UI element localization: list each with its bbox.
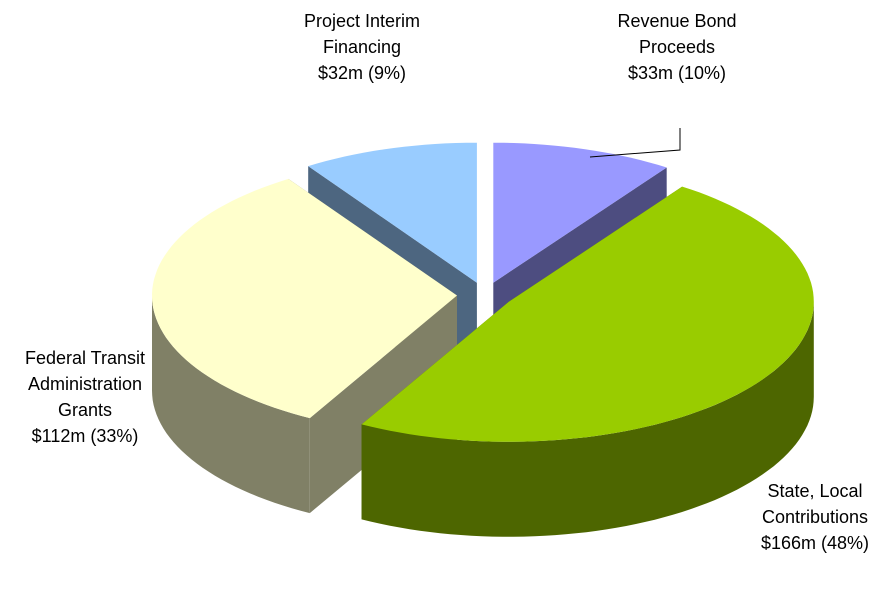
slice-label: State, Local Contributions $166m (48%) [740,478,890,556]
value-label: $166m (48%) [760,533,870,553]
category-label: State, Local Contributions [761,481,869,527]
slice-label: Revenue Bond Proceeds $33m (10%) [607,8,747,86]
slice-wall [152,295,310,514]
slice [493,142,667,283]
slice-label: Project Interim Financing $32m (9%) [292,8,432,86]
slice-wall [361,301,814,537]
value-label: $33m (10%) [627,63,727,83]
value-label: $32m (9%) [317,63,407,83]
slice-label: Federal Transit Administration Grants $11… [3,345,168,449]
value-label: $112m (33%) [31,426,139,446]
slice [152,178,457,419]
slice [308,142,477,283]
slice [361,186,814,442]
category-label: Federal Transit Administration Grants [24,348,146,420]
category-label: Project Interim Financing [303,11,421,57]
leader-line [589,128,681,158]
category-label: Revenue Bond Proceeds [617,11,737,57]
